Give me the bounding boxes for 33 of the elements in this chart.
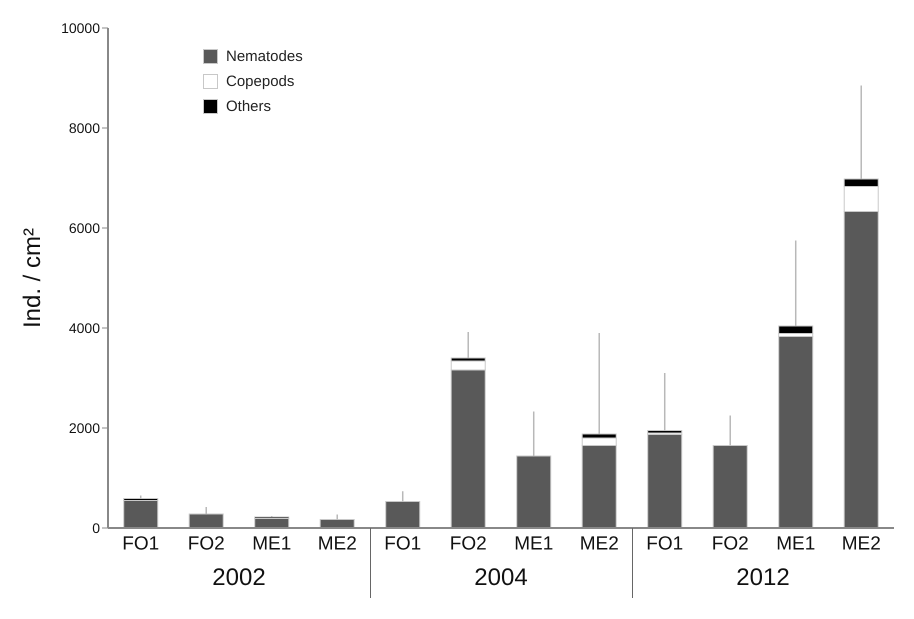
text: 2002 [211, 564, 267, 592]
x-tick-label: ME1 [776, 533, 816, 554]
legend-label: Copepods [226, 73, 294, 90]
bar [712, 445, 748, 528]
x-tick-label: FO1 [122, 533, 160, 554]
bar [385, 501, 420, 528]
bar [123, 500, 158, 528]
x-tick-label: ME2 [580, 533, 619, 554]
y-tick-label: 8000 [68, 120, 100, 136]
x-tick-label: ME1 [252, 533, 292, 554]
y-tick-label: 4000 [68, 320, 100, 336]
text: 2012 [735, 564, 791, 592]
legend-label: Others [226, 98, 272, 115]
x-tick-label: FO2 [450, 533, 487, 554]
x-tick-label: ME1 [514, 533, 554, 554]
bar [647, 434, 682, 528]
bar [778, 326, 814, 334]
x-tick-label: ME2 [842, 533, 881, 554]
y-tick-label: 0 [92, 520, 100, 536]
x-tick-label: ME2 [318, 533, 357, 554]
x-tick-label: FO2 [188, 533, 225, 554]
x-tick-label: FO1 [384, 533, 422, 554]
y-axis-title: Ind. / cm² [19, 228, 46, 328]
y-tick-label: 6000 [68, 220, 100, 236]
y-tick-label: 10000 [61, 20, 100, 36]
x-tick-label: FO2 [712, 533, 749, 554]
bar [188, 514, 224, 528]
text: 2004 [473, 564, 529, 592]
legend-label: Nematodes [226, 48, 303, 65]
x-tick-label: FO1 [646, 533, 684, 554]
y-tick-label: 2000 [68, 420, 100, 436]
bar [516, 456, 552, 528]
bar [778, 336, 814, 528]
